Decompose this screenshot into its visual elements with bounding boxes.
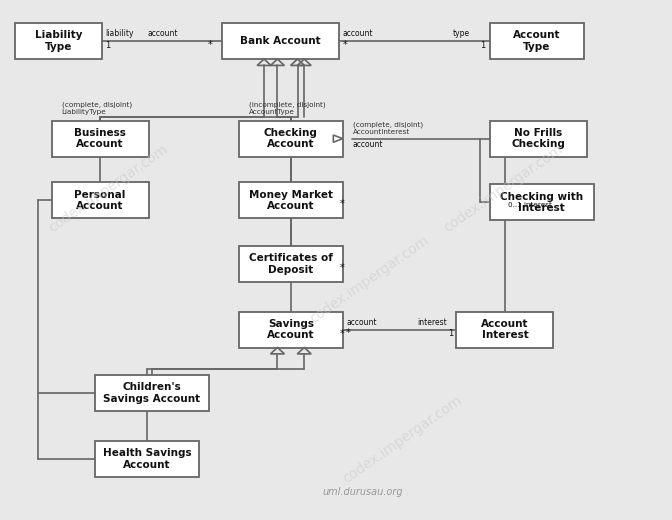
- Text: (complete, disjoint)
LiabilityType: (complete, disjoint) LiabilityType: [62, 101, 132, 114]
- Text: (complete, disjoint)
AccountInterest: (complete, disjoint) AccountInterest: [353, 121, 423, 135]
- Text: account: account: [346, 318, 376, 327]
- Text: liability: liability: [105, 30, 134, 38]
- Text: codex.impergar.com: codex.impergar.com: [441, 142, 566, 235]
- Text: Checking with
Interest: Checking with Interest: [500, 191, 583, 213]
- FancyBboxPatch shape: [239, 183, 343, 218]
- Text: 1: 1: [448, 329, 453, 337]
- Text: Account
Interest: Account Interest: [481, 319, 529, 341]
- Text: 1: 1: [105, 41, 110, 50]
- FancyBboxPatch shape: [239, 121, 343, 157]
- Text: uml.durusau.org: uml.durusau.org: [323, 487, 403, 497]
- FancyBboxPatch shape: [15, 23, 101, 59]
- Text: 0..1 interest: 0..1 interest: [508, 202, 552, 208]
- FancyBboxPatch shape: [456, 311, 554, 347]
- FancyBboxPatch shape: [52, 121, 149, 157]
- Text: Certificates of
Deposit: Certificates of Deposit: [249, 253, 333, 275]
- FancyBboxPatch shape: [222, 23, 339, 59]
- Text: Personal
Account: Personal Account: [75, 189, 126, 211]
- Text: Checking
Account: Checking Account: [264, 128, 318, 149]
- Text: Liability
Type: Liability Type: [34, 30, 82, 52]
- Text: Money Market
Account: Money Market Account: [249, 189, 333, 211]
- Text: account: account: [353, 140, 383, 149]
- Text: interest: interest: [417, 318, 448, 327]
- Text: *: *: [343, 41, 347, 50]
- Text: Business
Account: Business Account: [74, 128, 126, 149]
- Text: *: *: [339, 263, 344, 273]
- FancyBboxPatch shape: [490, 185, 593, 220]
- Text: *: *: [346, 328, 351, 337]
- Text: codex.impergar.com: codex.impergar.com: [307, 233, 431, 327]
- Text: Children's
Savings Account: Children's Savings Account: [103, 383, 200, 404]
- Text: Savings
Account: Savings Account: [267, 319, 314, 341]
- FancyBboxPatch shape: [490, 23, 583, 59]
- FancyBboxPatch shape: [239, 246, 343, 282]
- Text: account: account: [343, 30, 373, 38]
- Text: *: *: [339, 329, 344, 339]
- FancyBboxPatch shape: [490, 121, 587, 157]
- FancyBboxPatch shape: [239, 311, 343, 347]
- Text: account: account: [147, 30, 178, 38]
- Text: Health Savings
Account: Health Savings Account: [103, 448, 192, 470]
- FancyBboxPatch shape: [95, 441, 199, 477]
- Text: Account
Type: Account Type: [513, 30, 560, 52]
- Text: codex.impergar.com: codex.impergar.com: [46, 142, 171, 235]
- Text: codex.impergar.com: codex.impergar.com: [341, 393, 465, 486]
- FancyBboxPatch shape: [52, 183, 149, 218]
- Text: type: type: [453, 30, 470, 38]
- Text: 1: 1: [480, 41, 485, 50]
- Text: Bank Account: Bank Account: [241, 36, 321, 46]
- FancyBboxPatch shape: [95, 375, 209, 411]
- Text: *: *: [208, 41, 212, 50]
- Text: No Frills
Checking: No Frills Checking: [511, 128, 565, 149]
- Text: *: *: [339, 200, 344, 210]
- Text: (incomplete, disjoint)
AccountType: (incomplete, disjoint) AccountType: [249, 101, 326, 114]
